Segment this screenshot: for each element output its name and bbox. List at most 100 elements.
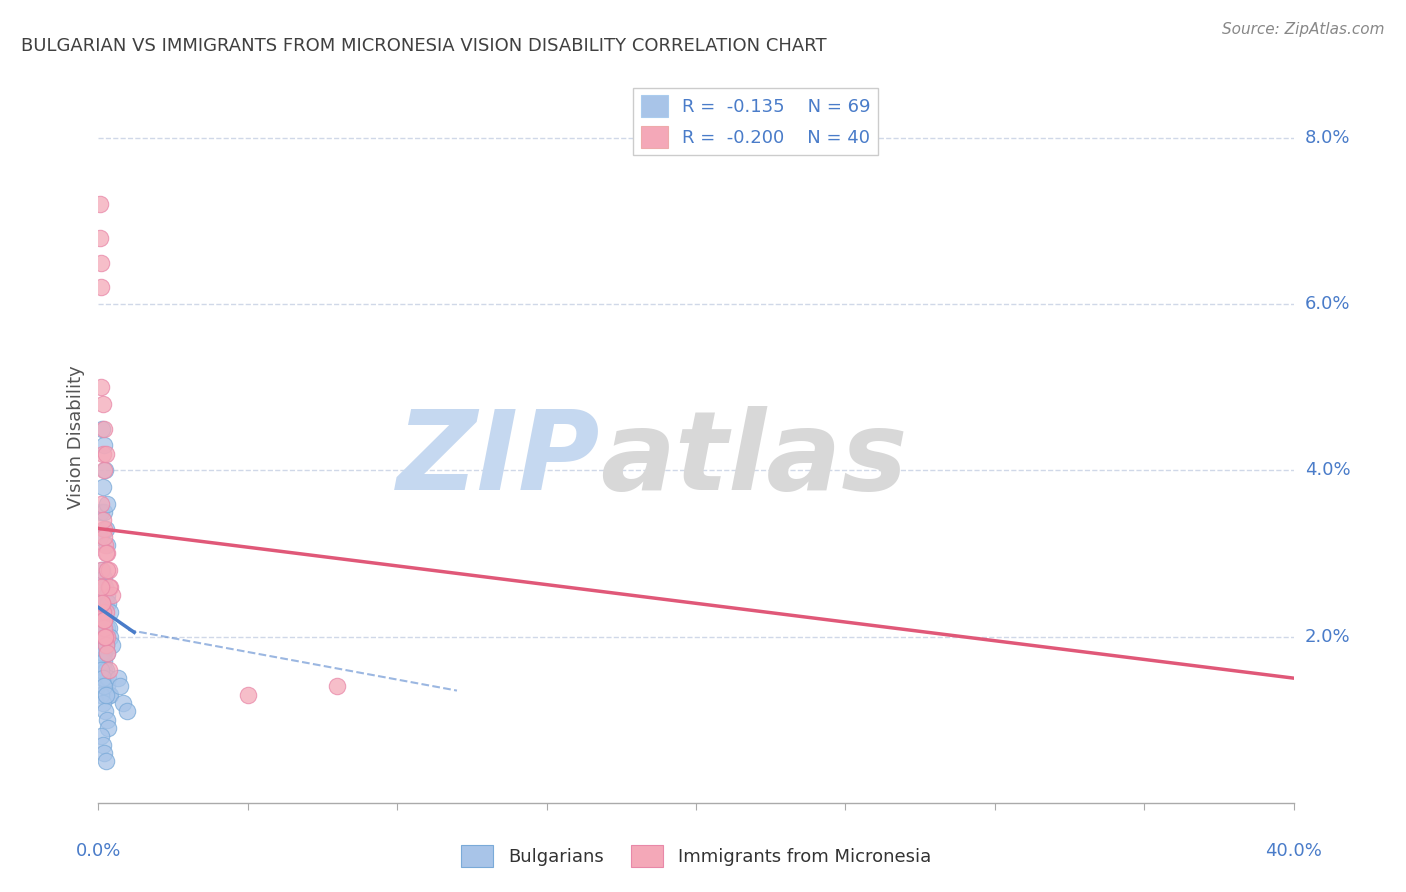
Point bbox=[96, 588, 118, 602]
Point bbox=[90, 497, 112, 511]
Point bbox=[94, 630, 117, 644]
Point bbox=[93, 646, 115, 660]
Point bbox=[94, 705, 117, 719]
Point bbox=[93, 463, 115, 477]
Point bbox=[96, 646, 118, 660]
Point bbox=[90, 580, 112, 594]
Point bbox=[91, 596, 114, 610]
Point bbox=[101, 588, 124, 602]
Point bbox=[89, 530, 111, 544]
Point bbox=[96, 754, 118, 768]
Point bbox=[97, 688, 120, 702]
Point bbox=[91, 397, 114, 411]
Point bbox=[108, 680, 131, 694]
Point bbox=[90, 505, 112, 519]
Point bbox=[94, 521, 117, 535]
Point bbox=[91, 563, 114, 577]
Point bbox=[91, 480, 114, 494]
Point bbox=[91, 655, 114, 669]
Point bbox=[94, 688, 117, 702]
Point bbox=[90, 663, 112, 677]
Point bbox=[101, 638, 124, 652]
Point bbox=[91, 580, 114, 594]
Point bbox=[115, 705, 138, 719]
Point bbox=[96, 497, 118, 511]
Point bbox=[96, 538, 118, 552]
Point bbox=[91, 696, 114, 710]
Point bbox=[91, 630, 114, 644]
Point bbox=[91, 646, 114, 660]
Point bbox=[90, 630, 112, 644]
Point bbox=[97, 671, 120, 685]
Point bbox=[93, 613, 115, 627]
Point bbox=[90, 613, 112, 627]
Text: ZIP: ZIP bbox=[396, 406, 600, 513]
Point bbox=[93, 630, 115, 644]
Point bbox=[96, 713, 118, 727]
Point bbox=[94, 538, 117, 552]
Point bbox=[93, 663, 115, 677]
Point bbox=[94, 630, 117, 644]
Text: 6.0%: 6.0% bbox=[1305, 295, 1350, 313]
Point bbox=[93, 438, 115, 452]
Point bbox=[96, 546, 118, 560]
Point bbox=[90, 563, 112, 577]
Point bbox=[97, 596, 120, 610]
Y-axis label: Vision Disability: Vision Disability bbox=[66, 365, 84, 509]
Point bbox=[90, 621, 112, 635]
Point bbox=[90, 688, 112, 702]
Point bbox=[89, 230, 111, 244]
Point bbox=[93, 613, 115, 627]
Point bbox=[94, 447, 117, 461]
Text: BULGARIAN VS IMMIGRANTS FROM MICRONESIA VISION DISABILITY CORRELATION CHART: BULGARIAN VS IMMIGRANTS FROM MICRONESIA … bbox=[21, 37, 827, 54]
Point bbox=[326, 680, 349, 694]
Point bbox=[94, 463, 117, 477]
Point bbox=[107, 671, 129, 685]
Point bbox=[96, 638, 118, 652]
Point bbox=[97, 721, 120, 735]
Point bbox=[91, 738, 114, 752]
Legend: R =  -0.135    N = 69, R =  -0.200    N = 40: R = -0.135 N = 69, R = -0.200 N = 40 bbox=[634, 87, 877, 155]
Point bbox=[91, 422, 114, 436]
Text: atlas: atlas bbox=[600, 406, 908, 513]
Point bbox=[98, 688, 121, 702]
Point bbox=[93, 521, 115, 535]
Text: 40.0%: 40.0% bbox=[1265, 842, 1322, 860]
Point bbox=[98, 580, 121, 594]
Point bbox=[94, 638, 117, 652]
Point bbox=[93, 655, 115, 669]
Point bbox=[93, 746, 115, 760]
Point bbox=[96, 646, 118, 660]
Point bbox=[93, 530, 115, 544]
Point bbox=[97, 563, 120, 577]
Text: 0.0%: 0.0% bbox=[76, 842, 121, 860]
Text: Source: ZipAtlas.com: Source: ZipAtlas.com bbox=[1222, 22, 1385, 37]
Point bbox=[93, 621, 115, 635]
Point bbox=[90, 255, 112, 269]
Point bbox=[96, 546, 118, 560]
Text: 4.0%: 4.0% bbox=[1305, 461, 1350, 479]
Point bbox=[96, 621, 118, 635]
Point bbox=[90, 280, 112, 294]
Point bbox=[94, 630, 117, 644]
Point bbox=[96, 680, 118, 694]
Point bbox=[90, 729, 112, 743]
Point bbox=[89, 630, 111, 644]
Point bbox=[90, 646, 112, 660]
Point bbox=[91, 638, 114, 652]
Point bbox=[96, 563, 118, 577]
Point bbox=[91, 605, 114, 619]
Point bbox=[91, 605, 114, 619]
Point bbox=[91, 596, 114, 610]
Point bbox=[90, 380, 112, 394]
Point bbox=[91, 447, 114, 461]
Point bbox=[94, 605, 117, 619]
Point bbox=[93, 613, 115, 627]
Point bbox=[90, 638, 112, 652]
Point bbox=[90, 588, 112, 602]
Point bbox=[97, 621, 120, 635]
Text: 2.0%: 2.0% bbox=[1305, 628, 1350, 646]
Point bbox=[98, 605, 121, 619]
Point bbox=[93, 571, 115, 585]
Point bbox=[96, 638, 118, 652]
